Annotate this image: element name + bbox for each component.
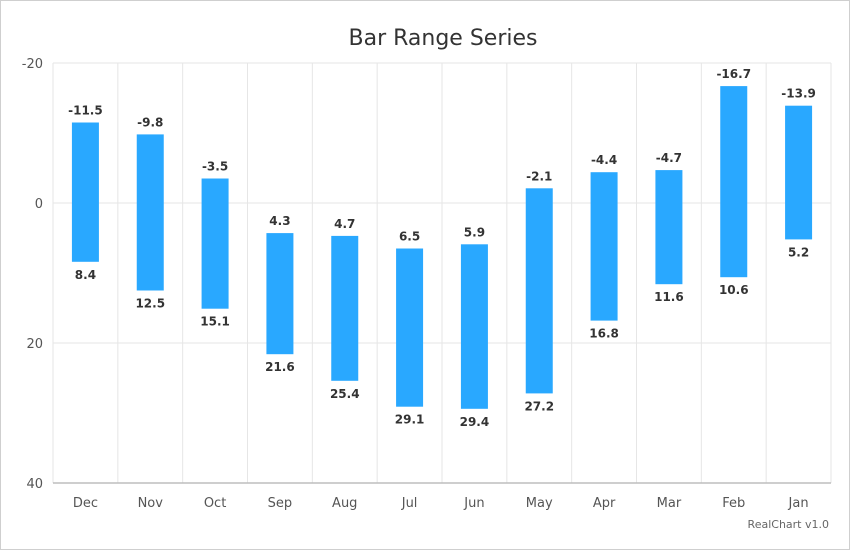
data-label-high: 29.4 [460, 415, 490, 429]
x-tick-label: Jul [401, 496, 418, 511]
label-layer: -11.5 8.4 -9.8 12.5 -3.5 15.1 4.3 21.6 4.7 25.4 6.… [68, 67, 816, 429]
data-label-low: -2.1 [526, 169, 552, 183]
data-label-low: 4.7 [334, 217, 355, 231]
x-tick-label: Aug [332, 496, 357, 511]
range-bar [71, 122, 99, 262]
x-tick-label: Dec [73, 496, 98, 511]
data-label-low: -9.8 [137, 115, 163, 129]
data-label-low: 6.5 [399, 230, 420, 244]
data-label-low: -3.5 [202, 160, 228, 174]
data-label-low: 4.3 [269, 214, 290, 228]
data-label-high: 15.1 [200, 315, 230, 329]
chart-title: Bar Range Series [349, 26, 538, 51]
credit-label: RealChart v1.0 [748, 518, 829, 531]
range-bar [201, 178, 229, 309]
axis-layer: -20 0 20 40 Dec Nov Oct Sep Aug Jul Jun May Apr Mar Fe… [22, 57, 831, 511]
data-label-high: 8.4 [75, 268, 96, 282]
range-bar [396, 248, 424, 407]
x-tick-label: Sep [268, 496, 293, 511]
y-tick-label: 20 [26, 337, 43, 352]
data-label-high: 10.6 [719, 283, 749, 297]
range-bar [460, 244, 488, 409]
x-tick-label: Nov [138, 496, 164, 511]
range-bar [590, 172, 618, 321]
data-label-high: 5.2 [788, 245, 809, 259]
range-bar [136, 134, 164, 291]
x-tick-label: Jan [788, 496, 809, 511]
data-label-high: 16.8 [589, 327, 619, 341]
bar-layer [71, 86, 813, 409]
data-label-low: -16.7 [716, 67, 751, 81]
range-bar [266, 233, 294, 355]
data-label-low: -4.7 [656, 151, 682, 165]
y-tick-label: -20 [22, 57, 43, 72]
range-bar [655, 170, 683, 285]
grid-layer [52, 62, 832, 483]
x-tick-label: Apr [593, 496, 616, 511]
data-label-low: -13.9 [781, 87, 816, 101]
data-label-low: -11.5 [68, 104, 103, 118]
data-label-high: 27.2 [524, 399, 554, 413]
range-bar [331, 235, 359, 381]
data-label-high: 11.6 [654, 290, 684, 304]
x-tick-label: Mar [657, 496, 682, 511]
data-label-high: 29.1 [395, 413, 425, 427]
range-bar [720, 86, 748, 278]
range-bar [525, 188, 553, 394]
data-label-high: 12.5 [135, 297, 165, 311]
range-bar [785, 105, 813, 240]
data-label-high: 25.4 [330, 387, 360, 401]
x-tick-label: Oct [204, 496, 226, 511]
x-tick-label: May [526, 496, 553, 511]
data-label-low: 5.9 [464, 225, 485, 239]
y-tick-label: 0 [35, 197, 43, 212]
y-tick-label: 40 [26, 477, 43, 492]
data-label-high: 21.6 [265, 360, 295, 374]
data-label-low: -4.4 [591, 153, 617, 167]
x-tick-label: Jun [463, 496, 484, 511]
x-tick-label: Feb [722, 496, 745, 511]
